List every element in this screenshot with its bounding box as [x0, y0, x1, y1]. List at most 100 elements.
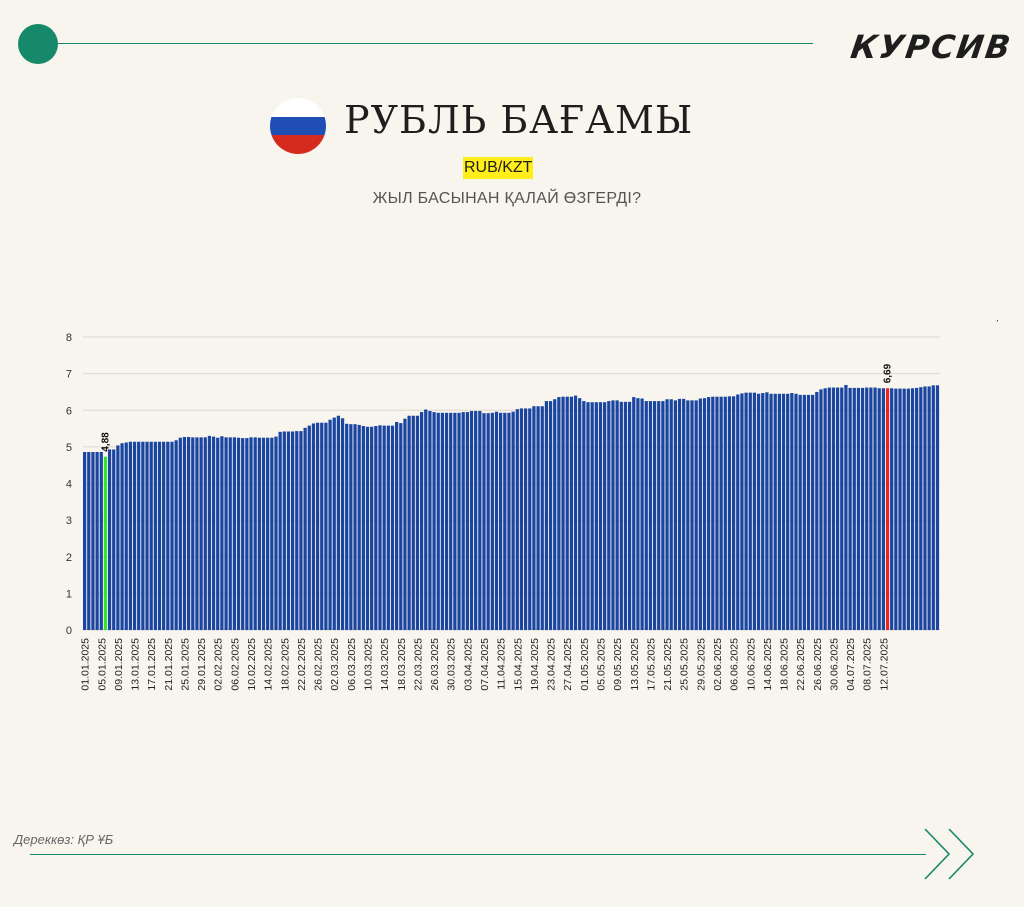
bar: [103, 456, 108, 630]
bar: [365, 426, 370, 630]
footer-divider: [30, 854, 926, 855]
bar: [557, 397, 561, 630]
bar: [436, 412, 440, 630]
bar: [544, 401, 549, 630]
bar: [149, 441, 153, 630]
bar: [395, 421, 399, 630]
bar: [844, 384, 848, 630]
bar: [731, 396, 736, 630]
bar: [461, 412, 465, 630]
bar: [419, 412, 424, 630]
bar: [652, 401, 657, 630]
bar: [802, 394, 806, 630]
bar: [736, 394, 740, 630]
bar: [87, 452, 91, 630]
bar: [603, 402, 607, 630]
x-tick-label: 02.03.2025: [329, 638, 341, 691]
bar: [677, 398, 682, 630]
bar: [174, 440, 178, 630]
bar: [128, 441, 133, 630]
bar: [299, 431, 303, 630]
next-arrow-icon[interactable]: [922, 826, 978, 882]
bar: [573, 395, 578, 630]
bar: [378, 425, 382, 630]
y-tick-label: 5: [66, 442, 72, 454]
bar: [311, 423, 316, 630]
bar: [931, 385, 935, 630]
bar: [195, 437, 199, 630]
bar: [910, 388, 915, 630]
bar: [607, 401, 611, 630]
bar-chart: 0 1 2 3 4 5 6 7 8 4,88 6,69 6,68 01.01.2025 05.01.202…: [66, 320, 1010, 691]
bar: [894, 388, 898, 630]
bar: [927, 386, 931, 630]
x-tick-label: 22.06.2025: [795, 638, 807, 691]
bar: [794, 393, 798, 630]
x-tick-label: 18.02.2025: [279, 638, 291, 691]
bar: [548, 401, 553, 630]
bar: [444, 412, 449, 630]
bar: [278, 431, 282, 630]
bar: [865, 387, 869, 630]
x-tick-label: 17.01.2025: [146, 638, 158, 691]
x-tick-label: 02.02.2025: [213, 638, 225, 691]
bar: [561, 396, 565, 630]
x-tick-label: 26.02.2025: [313, 638, 325, 691]
x-tick-label: 03.04.2025: [462, 638, 474, 691]
x-tick-label: 29.01.2025: [196, 638, 208, 691]
bar: [806, 394, 811, 630]
x-tick-label: 15.04.2025: [512, 638, 524, 691]
bar: [902, 388, 906, 630]
x-tick-label: 02.06.2025: [712, 638, 724, 691]
x-tick-label: 27.04.2025: [562, 638, 574, 691]
x-tick-label: 10.06.2025: [745, 638, 757, 691]
bar: [120, 443, 124, 630]
x-tick-label: 23.04.2025: [546, 638, 558, 691]
bar: [594, 402, 598, 630]
bar: [270, 437, 274, 630]
y-tick-label: 2: [66, 552, 72, 564]
x-tick-label: 18.03.2025: [396, 638, 408, 691]
bar: [469, 410, 474, 630]
bar: [644, 401, 648, 630]
bar: [124, 442, 128, 630]
bar: [777, 393, 781, 630]
bar: [116, 445, 120, 630]
bar: [191, 437, 195, 630]
bar: [707, 397, 711, 630]
bar: [478, 410, 482, 630]
bar: [890, 388, 894, 630]
bar: [178, 437, 182, 630]
bar: [507, 412, 511, 630]
bar: [686, 400, 690, 630]
data-label: 6,69: [883, 363, 894, 383]
bar: [590, 402, 594, 630]
bar: [761, 393, 765, 630]
bar: [648, 401, 653, 630]
bar: [336, 415, 341, 630]
bar: [711, 396, 715, 630]
bar: [345, 423, 349, 630]
y-tick-label: 4: [66, 479, 72, 491]
bar: [232, 437, 237, 630]
bar: [465, 412, 469, 630]
bar: [848, 387, 852, 630]
bar: [307, 425, 311, 630]
x-tick-label: 14.06.2025: [762, 638, 774, 691]
bar: [216, 437, 220, 630]
bar: [374, 425, 378, 630]
bar: [499, 412, 503, 630]
bar: [811, 394, 815, 630]
bar: [107, 449, 112, 630]
y-tick-label: 7: [66, 369, 72, 381]
bar: [157, 441, 162, 630]
bar: [611, 400, 615, 630]
bar: [835, 387, 840, 630]
bar: [349, 424, 353, 630]
data-label: 4,88: [100, 432, 111, 452]
bar: [249, 437, 253, 630]
bar: [162, 441, 166, 630]
x-tick-label: 01.01.2025: [80, 638, 92, 691]
bar: [723, 396, 727, 630]
bar: [432, 412, 436, 630]
